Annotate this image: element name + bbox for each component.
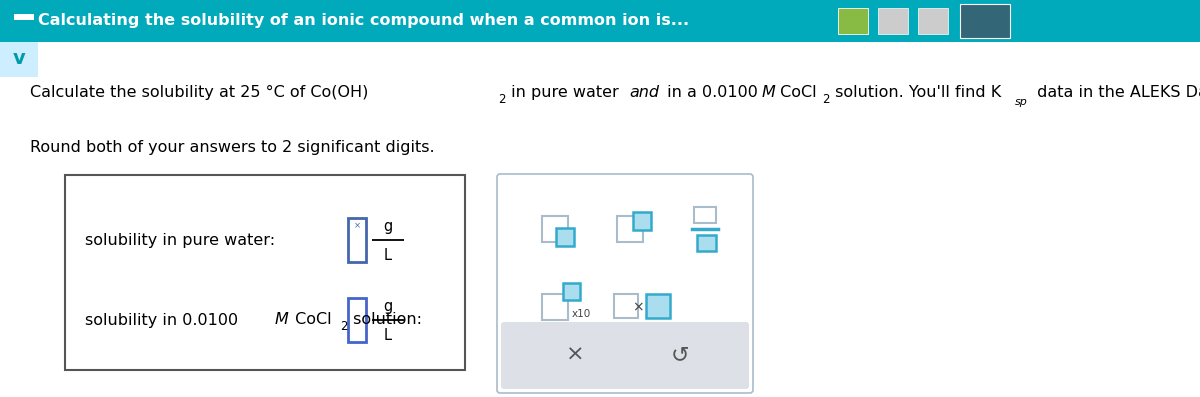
Text: data in the ALEKS Data tab.: data in the ALEKS Data tab. bbox=[1032, 85, 1200, 100]
Text: g: g bbox=[383, 299, 392, 314]
Text: solution. You'll find K: solution. You'll find K bbox=[830, 85, 1001, 100]
Bar bbox=[542, 294, 568, 320]
Text: in a 0.0100: in a 0.0100 bbox=[662, 85, 758, 100]
Bar bbox=[838, 8, 868, 34]
FancyBboxPatch shape bbox=[502, 322, 749, 389]
Text: solution:: solution: bbox=[348, 312, 422, 328]
Text: Calculate the solubility at 25 °C of Co(OH): Calculate the solubility at 25 °C of Co(… bbox=[30, 85, 368, 100]
Text: ×: × bbox=[632, 300, 644, 314]
Text: ×: × bbox=[354, 221, 360, 230]
Bar bbox=[918, 8, 948, 34]
FancyBboxPatch shape bbox=[497, 174, 754, 393]
Text: 2: 2 bbox=[340, 320, 348, 333]
Bar bbox=[697, 235, 716, 251]
Text: Round both of your answers to 2 significant digits.: Round both of your answers to 2 signific… bbox=[30, 140, 434, 155]
Text: sp: sp bbox=[1015, 97, 1028, 107]
Bar bbox=[838, 8, 868, 34]
Bar bbox=[556, 228, 574, 246]
Text: ↺: ↺ bbox=[671, 345, 689, 365]
Bar bbox=[348, 218, 366, 262]
Text: CoCl: CoCl bbox=[290, 312, 331, 328]
Text: Calculating the solubility of an ionic compound when a common ion is...: Calculating the solubility of an ionic c… bbox=[38, 13, 689, 29]
Text: L: L bbox=[384, 249, 392, 264]
Text: g: g bbox=[383, 218, 392, 233]
Text: 2: 2 bbox=[822, 93, 829, 106]
Text: 2: 2 bbox=[498, 93, 505, 106]
Bar bbox=[614, 294, 638, 318]
Bar bbox=[542, 216, 568, 242]
Bar bbox=[694, 207, 716, 223]
Text: in pure water: in pure water bbox=[506, 85, 624, 100]
Bar bbox=[646, 294, 670, 318]
Text: solubility in 0.0100: solubility in 0.0100 bbox=[85, 312, 244, 328]
Bar bbox=[65, 175, 466, 370]
Bar bbox=[563, 283, 580, 300]
Text: M: M bbox=[275, 312, 289, 328]
Bar bbox=[0, 42, 38, 77]
Text: solubility in pure water:: solubility in pure water: bbox=[85, 233, 275, 247]
Bar bbox=[617, 216, 643, 242]
Bar bbox=[634, 212, 650, 230]
Text: and: and bbox=[629, 85, 659, 100]
Text: M: M bbox=[762, 85, 775, 100]
Bar bbox=[878, 8, 908, 34]
Text: x10: x10 bbox=[572, 309, 592, 319]
Text: CoCl: CoCl bbox=[775, 85, 817, 100]
Bar bbox=[348, 298, 366, 342]
Bar bbox=[14, 14, 34, 20]
Bar bbox=[960, 4, 1010, 38]
Text: L: L bbox=[384, 328, 392, 343]
Text: v: v bbox=[13, 50, 25, 69]
Text: ×: × bbox=[565, 345, 584, 365]
Bar bbox=[0, 0, 1200, 42]
